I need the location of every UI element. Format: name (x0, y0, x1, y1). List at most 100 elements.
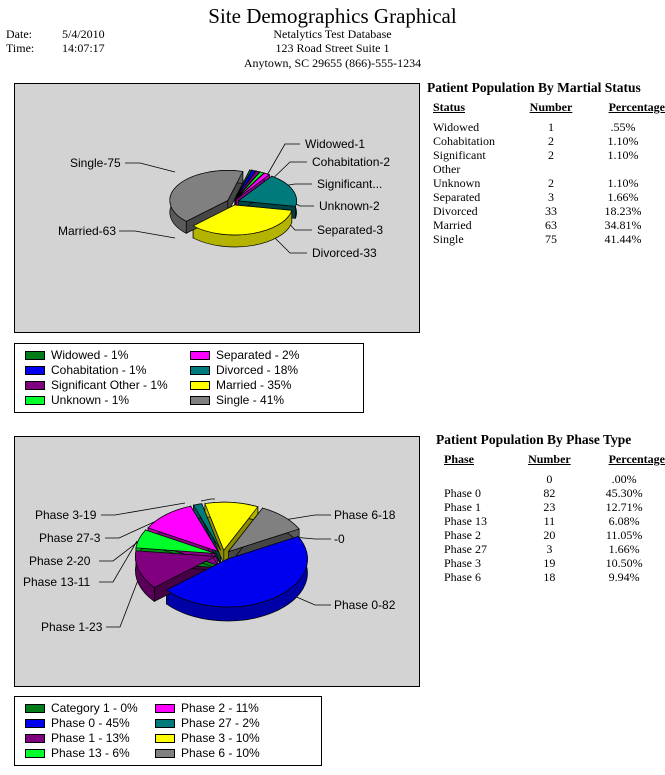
cell-percentage: 1.10% (607, 134, 639, 148)
legend-label: Divorced - 18% (216, 363, 299, 377)
table-row: 0 .00% (444, 472, 665, 486)
pie-slice-unknown (235, 171, 265, 200)
cell-number: 0 (546, 472, 553, 486)
cell-status: Divorced (433, 204, 478, 218)
legend-label: Separated - 2% (216, 348, 300, 362)
pie-slice-divorced (237, 175, 297, 207)
table-row: Unknown 2 1.10% (433, 176, 665, 190)
cell-status: Single (433, 232, 464, 246)
legend-label: Category 1 - 0% (51, 701, 138, 715)
cell-percentage: 6.08% (608, 514, 640, 528)
phase-label-phase2: Phase 2-20 (29, 554, 91, 568)
column-header-number: Number (529, 100, 573, 114)
column-header-status: Status (433, 100, 466, 114)
cell-percentage: .00% (611, 472, 637, 486)
cell-number: 3 (546, 542, 553, 556)
table-row: Phase 2 20 11.05% (444, 528, 665, 542)
martial-pie-slices (169, 169, 297, 248)
cell-number: 2 (548, 176, 554, 190)
pie-slice-phase-6 (227, 507, 300, 553)
org-name: Netalytics Test Database (273, 27, 392, 41)
martial-legend-item: Separated - 2% (190, 348, 299, 362)
pie-slice-phase-13 (135, 529, 216, 554)
cell-status: Widowed (433, 120, 480, 134)
phase-legend-item: Phase 3 - 10% (155, 731, 260, 745)
pie-slice-phase-27 (193, 503, 222, 551)
martial-leader-lines (119, 143, 314, 254)
cell-number: 2 (548, 134, 554, 148)
cell-percentage: 1.66% (607, 190, 639, 204)
phase-legend-item: Phase 27 - 2% (155, 716, 260, 730)
cell-percentage: 11.05% (605, 528, 643, 542)
legend-swatch (25, 733, 45, 743)
time-label: Time: (6, 41, 35, 55)
address-line-1: 123 Road Street Suite 1 (275, 41, 390, 55)
table-row: Cohabitation 2 1.10% (433, 134, 665, 148)
table-row: Phase 0 82 45.30% (444, 486, 665, 500)
phase-label-category1: -0 (334, 532, 345, 546)
phase-label-phase0: Phase 0-82 (334, 598, 396, 612)
table-row: Phase 6 18 9.94% (444, 570, 665, 584)
cell-status: Unknown (433, 176, 481, 190)
table-row: Widowed 1 .55% (433, 120, 665, 134)
column-header-phase: Phase (444, 452, 474, 466)
cell-percentage: 1.66% (608, 542, 640, 556)
martial-label-unknown: Unknown-2 (319, 199, 380, 213)
phase-pie-chart: Phase 3-19 Phase 27-3 Phase 2-20 Phase 1… (23, 498, 396, 634)
legend-label: Phase 13 - 6% (51, 746, 130, 760)
legend-label: Phase 1 - 13% (51, 731, 130, 745)
cell-number: 11 (543, 514, 556, 528)
martial-legend: Widowed - 1% Cohabitation - 1% Significa… (14, 343, 364, 413)
martial-label-widowed: Widowed-1 (305, 137, 365, 151)
table-row: Separated 3 1.66% (433, 190, 665, 204)
cell-phase: Phase 6 (444, 570, 481, 584)
phase-label-phase6: Phase 6-18 (334, 508, 396, 522)
cell-percentage: 45.30% (605, 486, 643, 500)
column-header-percentage: Percentage (608, 452, 665, 466)
cell-number: 82 (543, 486, 556, 500)
legend-swatch (25, 350, 45, 360)
cell-number: 23 (543, 500, 556, 514)
table-row: Phase 3 19 10.50% (444, 556, 665, 570)
legend-label: Married - 35% (216, 378, 292, 392)
phase-label-phase13: Phase 13-11 (23, 575, 90, 589)
martial-legend-item: Cohabitation - 1% (25, 363, 146, 377)
martial-legend-item: Divorced - 18% (190, 363, 298, 377)
martial-label-significant: Significant... (317, 177, 382, 191)
pie-slice-married (192, 204, 293, 236)
legend-swatch (25, 718, 45, 728)
phase-legend-item: Category 1 - 0% (25, 701, 138, 715)
table-row: Phase 1 23 12.71% (444, 500, 665, 514)
phase-label-phase1: Phase 1-23 (41, 620, 103, 634)
cell-number: 1 (548, 120, 554, 134)
cell-phase: Phase 27 (444, 542, 487, 556)
legend-label: Significant Other - 1% (51, 378, 168, 392)
phase-label-phase27: Phase 27-3 (39, 531, 101, 545)
legend-swatch (25, 748, 45, 758)
cell-percentage: 1.10% (607, 176, 639, 190)
cell-number: 75 (545, 232, 557, 246)
pie-slice-phase-2 (147, 505, 219, 552)
cell-number: 18 (543, 570, 556, 584)
table-row: Married 63 34.81% (433, 218, 665, 232)
legend-label: Cohabitation - 1% (51, 363, 147, 377)
legend-label: Widowed - 1% (51, 348, 129, 362)
table-row: Phase 13 11 6.08% (444, 514, 665, 528)
cell-percentage: 12.71% (605, 500, 643, 514)
legend-label: Phase 0 - 45% (51, 716, 130, 730)
legend-swatch (155, 733, 175, 743)
martial-legend-item: Widowed - 1% (25, 348, 128, 362)
phase-chart-panel: Phase 3-19 Phase 27-3 Phase 2-20 Phase 1… (14, 436, 420, 687)
cell-phase: Phase 2 (444, 528, 481, 542)
table-row: Single 75 41.44% (433, 232, 665, 246)
martial-label-cohabitation: Cohabitation-2 (312, 155, 390, 169)
page-title: Site Demographics Graphical (208, 4, 457, 28)
martial-legend-item: Single - 41% (190, 393, 284, 407)
column-header-percentage: Percentage (608, 100, 665, 114)
cell-number: 33 (545, 204, 557, 218)
table-row: Significant Other 2 1.10% (433, 148, 665, 176)
cell-phase: Phase 0 (444, 486, 481, 500)
martial-chart-panel: Widowed-1 Cohabitation-2 Significant... … (14, 83, 420, 333)
cell-number: 20 (543, 528, 556, 542)
phase-legend-item: Phase 6 - 10% (155, 746, 260, 760)
